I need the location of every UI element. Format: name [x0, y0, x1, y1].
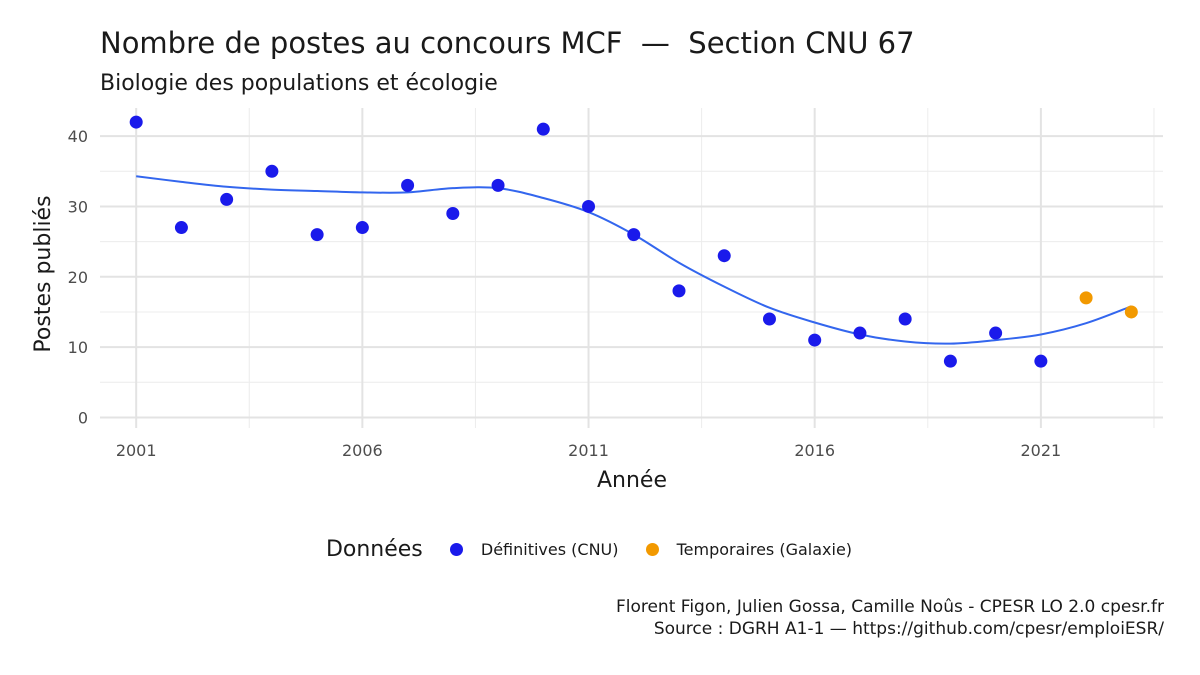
- data-point-definitive: [627, 228, 641, 242]
- data-point-definitive: [989, 326, 1003, 340]
- x-tick-label: 2021: [1021, 441, 1062, 460]
- data-point-definitive: [1034, 354, 1048, 368]
- x-tick-label: 2001: [116, 441, 157, 460]
- legend-item-temporaires: Temporaires (Galaxie): [645, 540, 853, 559]
- y-axis-title: Postes publiés: [31, 195, 56, 352]
- legend-dot-icon: [645, 543, 659, 556]
- data-point-definitive: [355, 221, 369, 235]
- smooth-layer: [136, 175, 1132, 345]
- chart-subtitle: Biologie des populations et écologie: [100, 71, 498, 96]
- data-point-definitive: [220, 192, 234, 206]
- data-point-definitive: [129, 115, 143, 129]
- legend-title: Données: [325, 537, 423, 562]
- data-point-definitive: [672, 284, 686, 298]
- y-tick-label: 10: [68, 338, 88, 357]
- x-tick-label: 2016: [794, 441, 835, 460]
- data-point-definitive: [717, 249, 731, 263]
- data-point-definitive: [853, 326, 867, 340]
- data-point-definitive: [491, 178, 505, 192]
- legend-dot-icon: [449, 543, 463, 556]
- y-tick-label: 0: [78, 408, 88, 427]
- y-tick-label: 30: [68, 197, 88, 216]
- legend-label: Définitives (CNU): [480, 540, 619, 559]
- legend-item-definitives: Définitives (CNU): [449, 540, 619, 559]
- legend-label: Temporaires (Galaxie): [676, 540, 853, 559]
- points-layer: [129, 115, 1138, 368]
- axes: 2001 2006 2011 2016 2021 0 10 20 30 40: [68, 127, 1062, 460]
- caption-authors: Florent Figon, Julien Gossa, Camille Noû…: [615, 597, 1164, 617]
- y-tick-label: 20: [68, 268, 88, 287]
- x-axis-title: Année: [597, 468, 667, 493]
- chart-title: Nombre de postes au concours MCF — Secti…: [100, 26, 915, 60]
- data-point-definitive: [808, 333, 822, 347]
- data-point-definitive: [943, 354, 957, 368]
- data-point-definitive: [898, 312, 912, 326]
- data-point-definitive: [265, 164, 279, 178]
- grid: [100, 108, 1163, 428]
- legend: Données Définitives (CNU) Temporaires (G…: [0, 537, 1200, 562]
- data-point-definitive: [310, 228, 324, 242]
- x-tick-label: 2006: [342, 441, 383, 460]
- data-point-definitive: [762, 312, 776, 326]
- data-point-definitive: [174, 221, 188, 235]
- caption-source: Source : DGRH A1-1 — https://github.com/…: [653, 619, 1164, 639]
- data-point-definitive: [582, 199, 596, 213]
- chart-plot: 2001 2006 2011 2016 2021 0 10 20 30 40 Année Post…: [31, 108, 1163, 493]
- data-point-temporaire: [1124, 305, 1138, 319]
- data-point-definitive: [401, 178, 415, 192]
- x-tick-label: 2011: [568, 441, 609, 460]
- data-point-temporaire: [1079, 291, 1093, 305]
- caption: Florent Figon, Julien Gossa, Camille Noû…: [616, 596, 1164, 640]
- data-point-definitive: [446, 206, 460, 220]
- y-tick-label: 40: [68, 127, 88, 146]
- data-point-definitive: [536, 122, 550, 136]
- smooth-trend-line: [136, 175, 1132, 345]
